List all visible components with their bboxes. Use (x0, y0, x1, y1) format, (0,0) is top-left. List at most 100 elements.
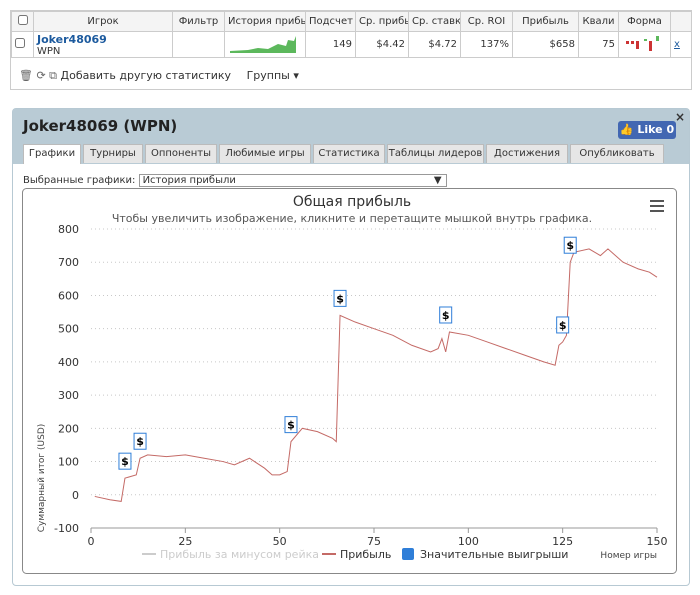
form-cell (618, 31, 671, 58)
checkbox[interactable] (17, 15, 28, 25)
player-cell: Joker48069 WPN (33, 31, 173, 58)
header-end (670, 11, 692, 32)
profit: $658 (512, 31, 579, 58)
y-tick-label: 200 (58, 422, 79, 435)
x-tick-label: 100 (458, 535, 479, 548)
x-tick-label: 125 (552, 535, 573, 548)
stats-table: Игрок Фильтр История прибы Подсчет Ср. прибы… (11, 11, 692, 58)
trash-icon[interactable]: 🗑 ⟳ ⧉ (19, 69, 58, 82)
column-header[interactable]: Ср. ROI (460, 11, 513, 32)
x-tick-label: 75 (367, 535, 381, 548)
tab[interactable]: Опубликовать (570, 144, 664, 163)
chart-frame (22, 188, 677, 574)
graph-select[interactable]: История прибыли ▼ (138, 174, 447, 187)
chart: Общая прибыль Чтобы увеличить изображени… (22, 188, 677, 574)
like-count: 0 (666, 123, 675, 136)
remove[interactable]: x (670, 31, 692, 58)
column-header[interactable]: Квали (578, 11, 619, 32)
tab[interactable]: Оппоненты (145, 144, 217, 163)
quali: 75 (578, 31, 619, 58)
avg-stake: $4.72 (408, 31, 461, 58)
x-tick-label: 25 (178, 535, 192, 548)
y-tick-label: 0 (72, 489, 79, 502)
column-header[interactable]: Игрок (33, 11, 173, 32)
checkbox[interactable] (15, 38, 25, 48)
tab[interactable]: Достижения (486, 144, 568, 163)
y-tick-label: 300 (58, 389, 79, 402)
win-marker (563, 236, 577, 254)
win-marker (439, 306, 453, 324)
tab[interactable]: Графики (23, 144, 81, 164)
win-marker (556, 316, 570, 334)
tab[interactable]: Статистика (313, 144, 385, 163)
y-tick-label: 400 (58, 356, 79, 369)
win-marker (333, 289, 347, 307)
legend-label: Прибыль за минусом рейка (160, 548, 319, 561)
x-tick-label: 150 (647, 535, 668, 548)
sparkline-area (230, 36, 296, 53)
chart-subtitle: Чтобы увеличить изображение, кликните и … (112, 212, 592, 225)
tabs: Графики Турниры Оппоненты Любимые игры Стати… (23, 144, 683, 164)
graph-select-row: Выбранные графики: История прибыли ▼ (23, 174, 447, 187)
win-marker-label: $ (136, 435, 144, 448)
avg-profit: $4.42 (355, 31, 409, 58)
column-header[interactable]: Ср. прибы (355, 11, 409, 32)
player[interactable]: Joker48069 (37, 32, 107, 46)
legend-label: Прибыль (340, 548, 391, 561)
sparkline (230, 36, 296, 53)
sparkline-cell (224, 31, 306, 58)
y-tick-label: 700 (58, 256, 79, 269)
x-axis-label: Номер игры (600, 551, 657, 561)
graph-select-label: Выбранные графики: (23, 175, 136, 186)
legend-label: Значительные выигрыши (420, 548, 568, 561)
y-tick-label: 100 (58, 456, 79, 469)
win-marker-label: $ (559, 319, 567, 332)
close[interactable]: × (674, 110, 685, 124)
column-header[interactable]: Фильтр (172, 11, 225, 32)
column-header[interactable]: История прибы (224, 11, 306, 32)
x-tick-label: 50 (273, 535, 287, 548)
column-header[interactable]: Ср. ставка (408, 11, 461, 32)
network: WPN (37, 45, 61, 57)
y-tick-label: 600 (58, 289, 79, 302)
win-marker (118, 452, 132, 470)
panel-title: Joker48069 (WPN) (23, 117, 178, 135)
win-marker-label: $ (442, 309, 450, 322)
win-marker-label: $ (287, 419, 295, 432)
column-header[interactable]: Форма (618, 11, 671, 32)
y-tick-label: 800 (58, 223, 79, 236)
count: 149 (305, 31, 356, 58)
groups[interactable]: Группы ▾ (246, 69, 299, 82)
menu-icon[interactable] (650, 200, 664, 212)
profit-line (94, 248, 658, 502)
check-header[interactable] (11, 11, 34, 32)
filter-cell (172, 31, 225, 58)
column-header[interactable]: Прибыль (512, 11, 579, 32)
like-button[interactable]: 👍 Like 0 (618, 121, 676, 139)
y-tick-label: -100 (54, 522, 79, 535)
y-axis-label: Суммарный итог (USD) (37, 424, 47, 533)
groups-label: Группы (246, 69, 290, 82)
x-tick-label: 0 (88, 535, 95, 548)
add-stat[interactable]: Добавить другую статистику (60, 69, 232, 82)
column-header[interactable]: Подсчет (305, 11, 356, 32)
win-marker (133, 432, 147, 450)
like-label: Like (637, 123, 663, 136)
tab[interactable]: Любимые игры (219, 144, 311, 163)
form-chart (626, 36, 659, 51)
row-check[interactable] (11, 31, 34, 58)
win-marker-label: $ (566, 239, 574, 252)
legend-symbol (402, 548, 414, 560)
tab[interactable]: Турниры (83, 144, 143, 163)
win-marker-label: $ (121, 455, 129, 468)
stats-box: Игрок Фильтр История прибы Подсчет Ср. прибы… (10, 10, 692, 90)
tab[interactable]: Таблицы лидеров (387, 144, 484, 163)
y-tick-label: 500 (58, 323, 79, 336)
chart-title: Общая прибыль (293, 194, 411, 210)
graph-select-value: История прибыли (142, 175, 236, 186)
win-marker-label: $ (336, 292, 344, 305)
toolbar: 🗑 ⟳ ⧉ Добавить другую статистику Группы … (19, 69, 299, 83)
roi: 137% (460, 31, 513, 58)
win-marker (284, 416, 298, 434)
